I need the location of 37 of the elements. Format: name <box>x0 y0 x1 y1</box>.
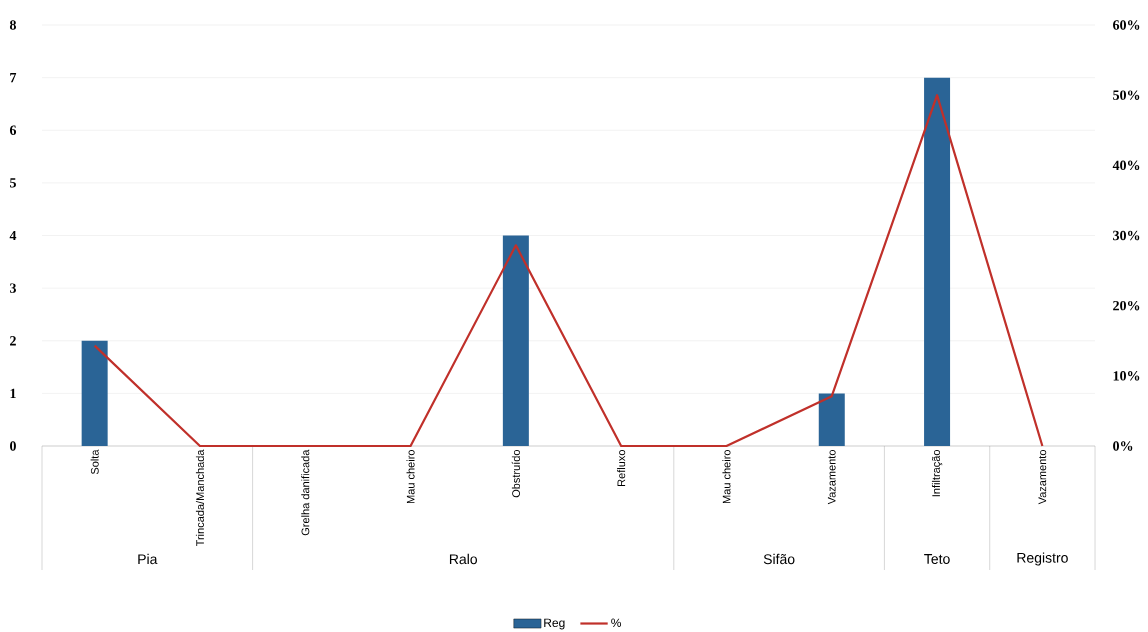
y-tick-label: 2 <box>10 335 16 346</box>
y-tick-label: 0 <box>10 441 16 451</box>
x-tick-label: Obstruído <box>511 449 520 498</box>
bar <box>502 235 529 446</box>
x-tick-label: Mau cheiro <box>722 449 731 503</box>
y-tick-label: 7 <box>10 72 17 82</box>
x-tick-label: Solta <box>90 449 99 474</box>
text: Teto <box>924 553 950 564</box>
y2-tick-label: 60% <box>1113 20 1140 30</box>
x-tick-label: Grelha danificada <box>301 449 310 535</box>
x-tick-label: Vazamento <box>827 449 836 505</box>
y2-tick-label: 0% <box>1113 441 1133 451</box>
x-tick-label: Refluxo <box>617 449 626 486</box>
bar <box>81 340 108 446</box>
x-tick-label: Infiltração <box>931 449 943 496</box>
y-tick-label: 5 <box>10 178 16 188</box>
bar <box>818 393 845 446</box>
x-tick-label: Trincada/Manchada <box>195 449 204 546</box>
y-tick-label: 8 <box>9 20 17 30</box>
x-tick-label: Mau cheiro <box>406 449 415 503</box>
y2-tick-label: 40% <box>1112 160 1140 170</box>
legend-label: Reg <box>544 618 565 630</box>
y-tick-label: 3 <box>10 283 16 293</box>
y2-tick-label: 20% <box>1113 300 1140 311</box>
x-tick-label: Vazamento <box>1038 449 1047 505</box>
y2-tick-label: 50% <box>1113 90 1140 100</box>
bar <box>924 77 951 446</box>
y-tick-label: 6 <box>9 125 17 135</box>
y2-tick-label: 30% <box>1113 230 1140 241</box>
y2-tick-label: 10% <box>1113 370 1140 381</box>
legend-label: % <box>611 618 622 627</box>
text: Ralo <box>449 553 478 564</box>
text: Pia <box>138 553 158 564</box>
y-tick-label: 1 <box>10 388 16 398</box>
text: Registro <box>1017 552 1068 566</box>
y-tick-label: 4 <box>9 230 17 240</box>
text: Sifão <box>763 553 795 564</box>
